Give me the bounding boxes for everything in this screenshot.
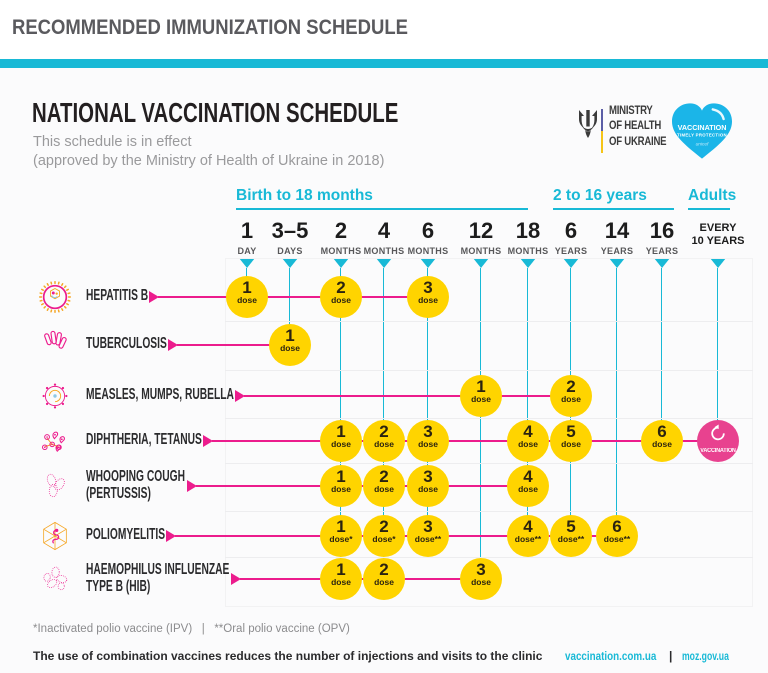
svg-text:TIMELY PROTECTION: TIMELY PROTECTION <box>677 132 727 137</box>
svg-text:VACCINATION: VACCINATION <box>678 123 727 132</box>
svg-text:unicef: unicef <box>696 141 709 147</box>
